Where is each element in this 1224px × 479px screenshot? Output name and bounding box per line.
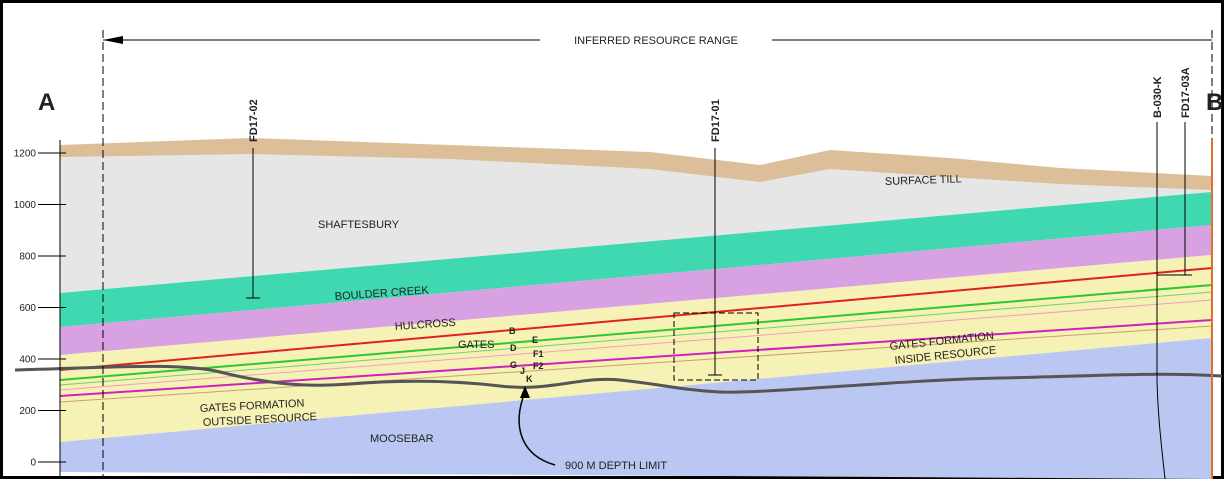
- well-label: B-030-K: [1152, 76, 1164, 118]
- unit-label: GATES: [458, 339, 494, 351]
- tick-label: 600: [19, 303, 36, 314]
- seam-line: [59, 267, 1213, 371]
- detail-box: [673, 312, 759, 381]
- seam-marker: K: [526, 374, 533, 384]
- unit-label: MOOSEBAR: [370, 433, 434, 445]
- surface-till-layer: [60, 138, 1212, 190]
- section-end: B: [1206, 89, 1223, 116]
- depth-limit-label: 900 M DEPTH LIMIT: [565, 460, 667, 472]
- seam-line: [59, 299, 1213, 391]
- unit-label: HULCROSS: [394, 317, 456, 333]
- seam-line: [59, 291, 1213, 386]
- well-label: FD17-02: [248, 99, 260, 142]
- tick-label: 0: [30, 458, 36, 469]
- arrow-head: [520, 386, 530, 398]
- label-bg: [540, 33, 772, 47]
- seam-marker: F1: [533, 349, 544, 359]
- shaftesbury-layer: [60, 152, 1212, 293]
- well-label: FD17-03A: [1180, 67, 1192, 118]
- tick-label: 1200: [14, 149, 37, 160]
- seam-marker: B: [509, 326, 516, 336]
- depth-limit-line: [14, 364, 1223, 394]
- range-label: INFERRED RESOURCE RANGE: [574, 35, 738, 47]
- seam-line: [59, 319, 1213, 397]
- gates-layer: [60, 255, 1212, 442]
- tick-label: 1000: [14, 200, 37, 211]
- seam-marker: J: [520, 366, 525, 376]
- hulcross-layer: [60, 225, 1212, 355]
- tick-label: 200: [19, 406, 36, 417]
- well-label: FD17-01: [710, 99, 722, 142]
- unit-label: OUTSIDE RESOURCE: [203, 411, 318, 429]
- seam-marker: G: [510, 360, 517, 370]
- unit-label: GATES FORMATION: [200, 398, 305, 415]
- leader-arrow: [518, 391, 556, 466]
- unit-label: SHAFTESBURY: [318, 219, 400, 231]
- boulder-creek-layer: [60, 192, 1212, 327]
- well-line: [1156, 122, 1166, 479]
- seam-line: [59, 284, 1213, 381]
- arrow-head: [103, 36, 123, 44]
- section-start: A: [38, 89, 55, 116]
- moosebar-layer: [60, 338, 1212, 479]
- seam-marker: D: [510, 343, 517, 353]
- tick-label: 400: [19, 355, 36, 366]
- seam-marker: F2: [533, 361, 544, 371]
- seam-line: [59, 325, 1213, 403]
- unit-label: SURFACE TILL: [885, 173, 962, 188]
- seam-marker: E: [532, 335, 538, 345]
- tick-label: 800: [19, 252, 36, 263]
